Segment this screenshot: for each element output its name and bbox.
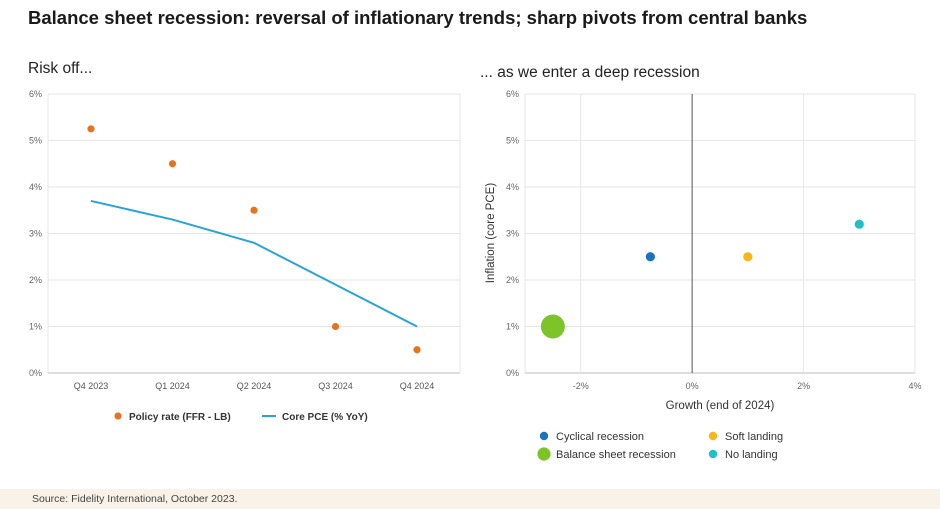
left-y-tick-label: 1%: [29, 322, 42, 332]
right-x-tick-label: -2%: [573, 381, 589, 391]
right-y-tick-label: 5%: [506, 136, 519, 146]
right-y-tick-label: 3%: [506, 229, 519, 239]
right-x-tick-label: 4%: [908, 381, 921, 391]
left-x-tick-label: Q2 2024: [237, 381, 272, 391]
legend-label-scenario: Soft landing: [725, 431, 783, 443]
left-x-tick-label: Q3 2024: [318, 381, 353, 391]
policy-rate-point: [331, 322, 340, 331]
policy-rate-point: [168, 160, 177, 168]
core-pce-line: [90, 199, 418, 328]
legend-label-core-pce: Core PCE (% YoY): [282, 412, 368, 423]
policy-rate-point: [87, 125, 95, 133]
right-y-axis-label: Inflation (core PCE): [485, 183, 497, 284]
right-y-tick-label: 4%: [506, 182, 519, 192]
legend-label-scenario: Balance sheet recession: [556, 449, 676, 461]
page-title: Balance sheet recession: reversal of inf…: [28, 7, 808, 28]
right-y-tick-label: 1%: [506, 322, 519, 332]
right-x-axis-label: Growth (end of 2024): [666, 400, 775, 412]
right-y-tick-label: 6%: [506, 89, 519, 99]
right-x-tick-label: 0%: [686, 381, 699, 391]
left-x-tick-label: Q4 2023: [74, 381, 109, 391]
scenario-point: [743, 252, 753, 262]
legend-swatch-scenario: [539, 431, 549, 441]
scenario-point: [645, 252, 655, 262]
left-y-tick-label: 0%: [29, 368, 42, 378]
legend-label-scenario: Cyclical recession: [556, 431, 644, 443]
left-x-tick-label: Q1 2024: [155, 381, 190, 391]
left-y-tick-label: 3%: [29, 229, 42, 239]
left-y-tick-label: 5%: [29, 136, 42, 146]
right-x-tick-label: 2%: [797, 381, 810, 391]
scenario-point: [540, 314, 565, 339]
right-chart-title: ... as we enter a deep recession: [480, 64, 700, 81]
left-y-tick-label: 6%: [29, 89, 42, 99]
scenario-point: [854, 219, 864, 229]
source-note: Source: Fidelity International, October …: [32, 493, 238, 505]
left-x-tick-label: Q4 2024: [400, 381, 435, 391]
right-y-tick-label: 0%: [506, 368, 519, 378]
right-y-tick-label: 2%: [506, 275, 519, 285]
footer-bar: Source: Fidelity International, October …: [0, 489, 940, 509]
legend-swatch-policy-rate: [114, 412, 122, 420]
legend-swatch-scenario: [537, 447, 551, 461]
legend-swatch-scenario: [708, 431, 718, 441]
left-y-tick-label: 4%: [29, 182, 42, 192]
legend-label-scenario: No landing: [725, 449, 778, 461]
policy-rate-point: [413, 346, 421, 354]
left-y-tick-label: 2%: [29, 275, 42, 285]
left-chart-title: Risk off...: [28, 60, 93, 77]
legend-swatch-scenario: [708, 449, 718, 459]
legend-label-policy-rate: Policy rate (FFR - LB): [129, 412, 231, 423]
policy-rate-point: [250, 206, 258, 214]
